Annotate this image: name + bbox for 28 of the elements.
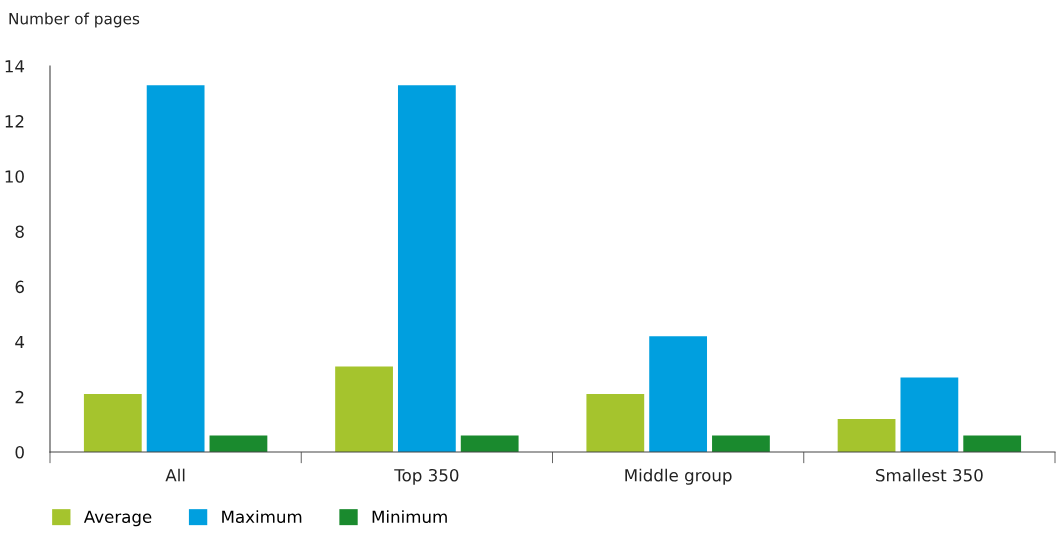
legend-label: Average bbox=[83, 510, 152, 527]
y-tick-label: 6 bbox=[15, 280, 24, 294]
legend-label: Maximum bbox=[222, 510, 302, 524]
bar bbox=[209, 435, 268, 452]
y-tick-label: 2 bbox=[15, 390, 24, 404]
bar bbox=[397, 85, 456, 452]
bar bbox=[900, 377, 959, 452]
legend-label: Minimum bbox=[372, 510, 447, 524]
y-tick-label: 12 bbox=[5, 115, 24, 128]
y-tick-label: 8 bbox=[15, 225, 24, 238]
x-tick-label: Top 350 bbox=[394, 468, 459, 485]
y-tick-label: 0 bbox=[15, 445, 24, 459]
x-tick-label: Middle group bbox=[625, 468, 732, 485]
bar bbox=[460, 435, 519, 452]
bar bbox=[586, 394, 645, 452]
bar bbox=[963, 435, 1022, 452]
bar bbox=[837, 418, 896, 452]
y-tick-label: 4 bbox=[15, 335, 25, 349]
bar bbox=[146, 85, 205, 452]
y-tick-label: 14 bbox=[5, 60, 25, 73]
y-tick-label: 10 bbox=[5, 170, 24, 183]
bar bbox=[83, 394, 142, 452]
bar bbox=[712, 435, 770, 452]
y-axis-title: Number of pages bbox=[9, 12, 140, 28]
x-tick-label: Smallest 350 bbox=[876, 468, 983, 482]
bar bbox=[649, 336, 708, 452]
bar bbox=[335, 366, 393, 452]
x-tick-label: All bbox=[165, 468, 185, 482]
